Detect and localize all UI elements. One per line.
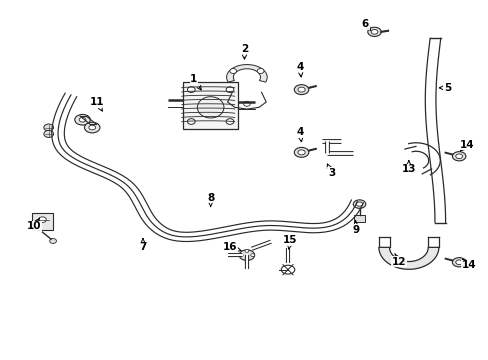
Circle shape: [44, 124, 53, 131]
Text: 14: 14: [461, 259, 476, 270]
Circle shape: [250, 254, 254, 257]
Text: 4: 4: [296, 127, 303, 142]
Text: 13: 13: [401, 161, 415, 174]
Circle shape: [225, 87, 233, 93]
Circle shape: [244, 258, 248, 261]
Text: 4: 4: [296, 62, 303, 77]
Circle shape: [225, 119, 233, 124]
Text: 16: 16: [223, 242, 241, 252]
Text: 15: 15: [283, 235, 297, 249]
Ellipse shape: [455, 260, 462, 265]
Ellipse shape: [451, 258, 465, 267]
Circle shape: [229, 68, 236, 73]
Text: 1: 1: [190, 74, 201, 90]
Polygon shape: [226, 64, 266, 82]
Text: 6: 6: [361, 19, 370, 30]
Ellipse shape: [451, 152, 465, 161]
Ellipse shape: [297, 150, 305, 155]
Ellipse shape: [239, 250, 254, 260]
Ellipse shape: [370, 30, 377, 34]
Text: 5: 5: [438, 83, 450, 93]
Ellipse shape: [89, 125, 95, 130]
Polygon shape: [378, 247, 438, 269]
Ellipse shape: [297, 87, 305, 92]
Text: 8: 8: [206, 193, 214, 206]
Circle shape: [50, 238, 56, 243]
Ellipse shape: [197, 97, 224, 118]
Text: 12: 12: [391, 253, 406, 266]
Text: 3: 3: [326, 164, 334, 178]
Circle shape: [239, 254, 243, 257]
Circle shape: [187, 119, 195, 124]
Ellipse shape: [75, 114, 90, 125]
Ellipse shape: [294, 85, 308, 95]
Ellipse shape: [84, 122, 100, 133]
Text: 2: 2: [241, 44, 247, 59]
Ellipse shape: [356, 202, 362, 206]
Circle shape: [187, 87, 195, 93]
Ellipse shape: [352, 200, 365, 208]
FancyBboxPatch shape: [183, 82, 238, 130]
Circle shape: [44, 130, 53, 138]
Text: 10: 10: [27, 218, 41, 231]
Text: 9: 9: [351, 221, 359, 235]
Circle shape: [244, 249, 248, 252]
Ellipse shape: [367, 27, 381, 36]
Ellipse shape: [79, 117, 86, 122]
Ellipse shape: [294, 147, 308, 157]
Text: 7: 7: [139, 239, 146, 252]
Text: 11: 11: [90, 97, 104, 111]
FancyBboxPatch shape: [32, 213, 53, 230]
Circle shape: [243, 101, 250, 106]
Circle shape: [257, 68, 264, 73]
Circle shape: [39, 217, 46, 222]
Ellipse shape: [455, 154, 462, 158]
FancyBboxPatch shape: [353, 215, 365, 222]
Text: 14: 14: [459, 140, 473, 151]
